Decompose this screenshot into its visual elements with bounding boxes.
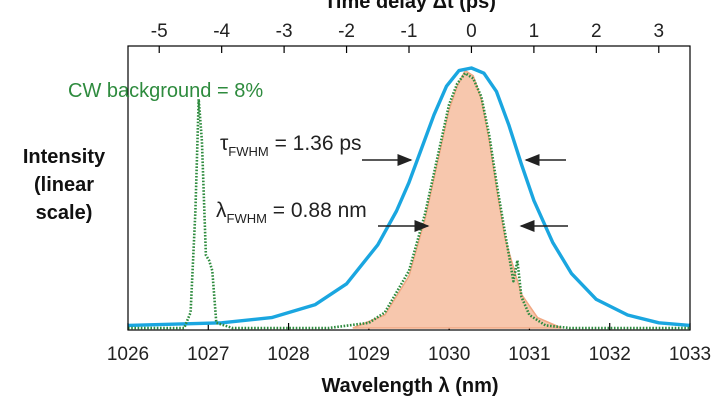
x-tick-label: 1032 bbox=[589, 344, 631, 365]
top-tick-label: -5 bbox=[151, 21, 168, 42]
spectrum-fill bbox=[352, 69, 562, 329]
top-tick-label: -3 bbox=[276, 21, 293, 42]
autocorrelation-line bbox=[127, 66, 691, 328]
side-label-line-3: scale) bbox=[36, 202, 93, 224]
top-tick-label: 3 bbox=[653, 21, 664, 42]
x-tick-label: 1031 bbox=[508, 344, 550, 365]
top-tick-label: 0 bbox=[466, 21, 477, 42]
tau-symbol: τ bbox=[220, 132, 229, 155]
x-tick-label: 1033 bbox=[669, 344, 711, 365]
tau-value: = 1.36 ps bbox=[269, 132, 362, 155]
x-tick-label: 1029 bbox=[348, 344, 390, 365]
series-layer bbox=[127, 66, 691, 330]
top-tick-label: 2 bbox=[591, 21, 602, 42]
plot-frame bbox=[127, 45, 691, 331]
x-tick-label: 1027 bbox=[187, 344, 229, 365]
x-tick-label: 1026 bbox=[107, 344, 149, 365]
lambda-subscript: FWHM bbox=[227, 211, 267, 226]
top-tick-label: -1 bbox=[401, 21, 418, 42]
tau-subscript: FWHM bbox=[228, 144, 268, 159]
lambda-value: = 0.88 nm bbox=[267, 199, 367, 222]
tau-fwhm-label: τFWHM = 1.36 ps bbox=[220, 132, 362, 159]
top-axis-ticks: -5 -4 -3 -2 -1 0 1 2 3 bbox=[151, 21, 664, 53]
top-tick-label: 1 bbox=[529, 21, 540, 42]
top-tick-label: -4 bbox=[213, 21, 230, 42]
bottom-axis-ticks: 1026 1027 1028 1029 1030 1031 1032 1033 bbox=[107, 323, 711, 365]
lambda-symbol: λ bbox=[216, 199, 227, 222]
side-label-line-1: Intensity bbox=[23, 146, 106, 168]
cw-spectrum-dotted-line bbox=[128, 71, 690, 330]
lambda-fwhm-label: λFWHM = 0.88 nm bbox=[216, 199, 367, 226]
cw-background-label: CW background = 8% bbox=[68, 80, 263, 102]
side-label-line-2: (linear bbox=[34, 174, 94, 196]
x-axis-title: Wavelength λ (nm) bbox=[321, 375, 498, 397]
top-axis-title: Time delay Δt (ps) bbox=[324, 0, 496, 13]
x-tick-label: 1030 bbox=[428, 344, 470, 365]
top-tick-label: -2 bbox=[338, 21, 355, 42]
x-tick-label: 1028 bbox=[267, 344, 309, 365]
